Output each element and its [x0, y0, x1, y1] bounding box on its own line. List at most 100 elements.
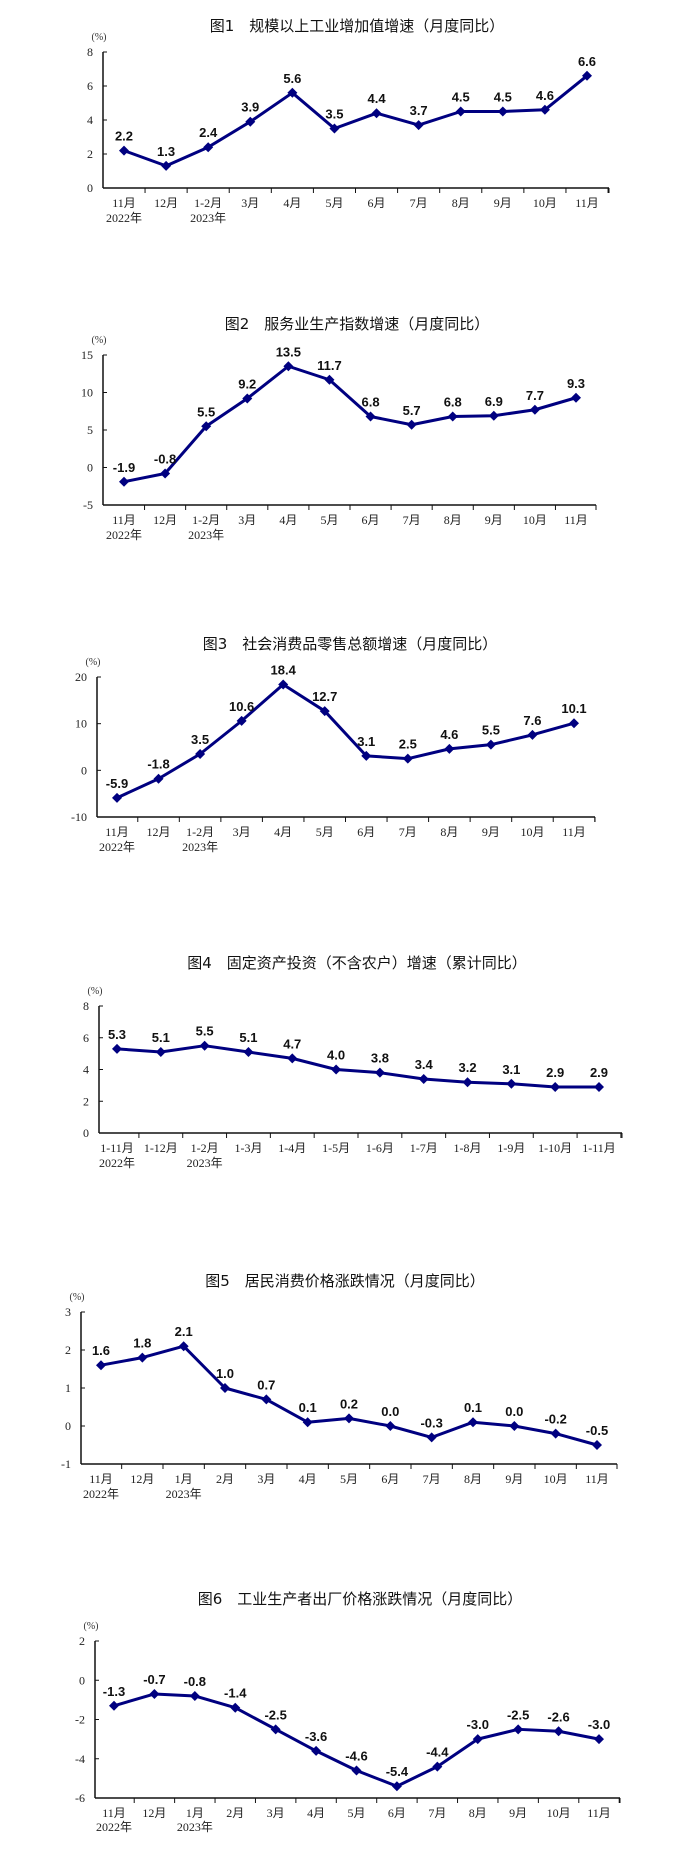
data-point-marker [468, 1417, 478, 1428]
y-tick-label: 4 [83, 1063, 89, 1077]
data-point-marker [444, 743, 455, 754]
x-category-label: 8月 [440, 825, 458, 839]
chart-4: 图4 固定资产投资（不含农户）增速（累计同比）(%)024681-11月2022… [83, 954, 623, 1170]
data-point-marker [270, 1724, 281, 1735]
x-category-label: 7月 [423, 1472, 441, 1486]
x-category-label: 12月 [142, 1806, 166, 1820]
y-tick-label: -6 [75, 1791, 85, 1805]
data-point-marker [160, 468, 171, 479]
x-category-label: 1-11月 [582, 1141, 616, 1155]
chart-title: 图4 固定资产投资（不含农户）增速（累计同比） [187, 954, 527, 972]
y-tick-label: 0 [87, 181, 93, 195]
data-label: 2.4 [199, 125, 218, 140]
data-point-marker [149, 1688, 160, 1699]
y-tick-label: 2 [65, 1343, 71, 1357]
data-point-marker [96, 1360, 106, 1371]
x-category-label: 11月 [112, 513, 136, 527]
data-label: 5.6 [283, 71, 301, 86]
data-point-marker [413, 120, 424, 131]
x-category-label: 1-5月 [322, 1141, 350, 1155]
data-label: 5.1 [152, 1030, 170, 1045]
data-point-marker [594, 1734, 604, 1745]
x-category-label: 4月 [299, 1472, 317, 1486]
data-point-marker [506, 1078, 517, 1089]
x-category-label: 7月 [399, 825, 417, 839]
data-label: 2.9 [546, 1065, 564, 1080]
data-label: 1.8 [133, 1336, 151, 1351]
data-point-marker [331, 1064, 342, 1075]
x-category-label: 10月 [523, 513, 547, 527]
data-label: 4.5 [452, 90, 470, 105]
x-category-label: 12月 [147, 825, 171, 839]
x-category-label: 6月 [368, 196, 386, 210]
x-category-label: 6月 [362, 513, 380, 527]
data-point-marker [329, 123, 340, 134]
x-category-label: 12月 [154, 196, 178, 210]
data-label: 7.6 [523, 713, 541, 728]
x-category-label: 1-7月 [410, 1141, 438, 1155]
data-point-marker [243, 1047, 254, 1058]
x-category-label: 8月 [469, 1806, 487, 1820]
x-category-label: 1-9月 [497, 1141, 525, 1155]
data-point-marker [472, 1734, 483, 1745]
x-year-label: 2022年 [99, 1156, 135, 1170]
data-label: 0.0 [381, 1404, 399, 1419]
y-tick-label: -10 [71, 810, 87, 824]
x-category-label: 11月 [564, 513, 588, 527]
data-point-marker [189, 1690, 200, 1701]
x-category-label: 1-11月 [100, 1141, 134, 1155]
data-point-marker [245, 116, 256, 127]
data-label: 6.9 [485, 394, 503, 409]
y-tick-label: 5 [87, 423, 93, 437]
x-year-label: 2023年 [188, 528, 224, 542]
x-category-label: 1-10月 [538, 1141, 572, 1155]
y-tick-label: 0 [83, 1126, 89, 1140]
data-label: 1.3 [157, 144, 175, 159]
data-label: -3.6 [305, 1729, 327, 1744]
data-point-marker [402, 753, 413, 764]
data-label: -4.6 [345, 1749, 367, 1764]
data-point-marker [550, 1428, 561, 1439]
chart-title: 图5 居民消费价格涨跌情况（月度同比） [205, 1272, 485, 1290]
data-label: 4.6 [536, 88, 554, 103]
x-year-label: 2023年 [166, 1487, 202, 1501]
data-label: 2.5 [399, 737, 417, 752]
x-category-label: 10月 [520, 825, 544, 839]
y-axis-unit: (%) [92, 32, 107, 43]
y-axis-unit: (%) [84, 1621, 99, 1632]
y-axis-unit: (%) [92, 335, 107, 346]
x-category-label: 10月 [544, 1472, 568, 1486]
y-tick-label: -5 [83, 498, 93, 512]
data-label: -1.8 [147, 757, 169, 772]
x-category-label: 3月 [238, 513, 256, 527]
data-label: 5.3 [108, 1027, 126, 1042]
data-label: -0.2 [544, 1412, 566, 1427]
data-point-marker [109, 1700, 119, 1711]
x-category-label: 8月 [464, 1472, 482, 1486]
data-label: 2.9 [590, 1065, 608, 1080]
y-tick-label: -2 [75, 1713, 85, 1727]
x-category-label: 9月 [509, 1806, 527, 1820]
y-tick-label: 10 [81, 386, 93, 400]
data-point-marker [462, 1077, 473, 1088]
series-line [116, 682, 575, 800]
x-category-label: 7月 [410, 196, 428, 210]
chart-title: 图2 服务业生产指数增速（月度同比） [225, 315, 490, 333]
data-point-marker [112, 1043, 122, 1054]
x-category-label: 1-3月 [234, 1141, 262, 1155]
x-year-label: 2023年 [182, 840, 218, 854]
data-point-marker [539, 104, 550, 115]
data-point-marker [513, 1724, 524, 1735]
data-point-marker [529, 404, 540, 415]
data-label: -5.9 [106, 776, 128, 791]
data-label: 0.7 [257, 1377, 275, 1392]
data-point-marker [137, 1352, 148, 1363]
x-year-label: 2023年 [187, 1156, 223, 1170]
x-category-label: 8月 [444, 513, 462, 527]
data-label: 4.7 [283, 1036, 301, 1051]
data-point-marker [319, 706, 330, 717]
data-label: 9.3 [567, 376, 585, 391]
data-label: -0.7 [143, 1672, 165, 1687]
data-label: -2.5 [507, 1707, 529, 1722]
